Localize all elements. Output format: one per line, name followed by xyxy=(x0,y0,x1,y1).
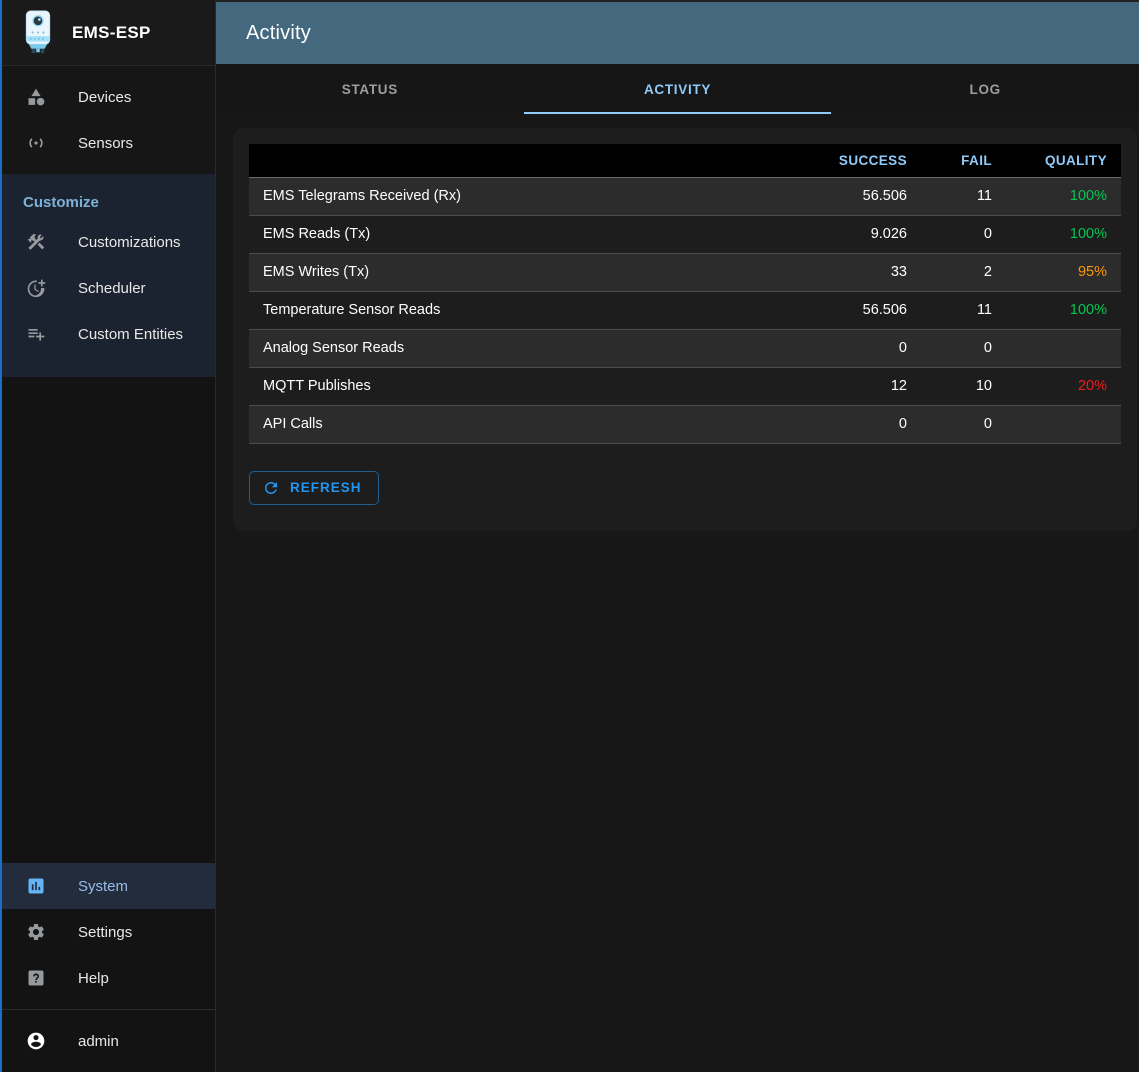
cell-name: Analog Sensor Reads xyxy=(249,329,801,368)
table-header-row: SUCCESS FAIL QUALITY xyxy=(249,144,1121,178)
cell-name: Temperature Sensor Reads xyxy=(249,291,801,330)
cell-fail: 11 xyxy=(921,291,1006,330)
sidebar-item-customizations[interactable]: Customizations xyxy=(0,219,215,265)
sidebar-item-help[interactable]: Help xyxy=(0,955,215,1001)
gear-icon xyxy=(26,922,46,942)
sidebar-item-system[interactable]: System xyxy=(0,863,215,909)
customize-section-label: Customize xyxy=(23,194,99,211)
help-icon xyxy=(26,968,46,988)
cell-quality xyxy=(1006,329,1121,368)
table-row: API Calls 0 0 xyxy=(249,405,1121,444)
sidebar-item-settings[interactable]: Settings xyxy=(0,909,215,955)
table-row: MQTT Publishes 12 10 20% xyxy=(249,367,1121,406)
cell-name: EMS Reads (Tx) xyxy=(249,215,801,254)
cell-success: 0 xyxy=(801,329,921,368)
sidebar-item-scheduler[interactable]: Scheduler xyxy=(0,265,215,311)
cell-fail: 0 xyxy=(921,329,1006,368)
sidebar-item-label: Settings xyxy=(78,923,133,941)
sidebar-item-label: admin xyxy=(78,1032,119,1050)
category-icon xyxy=(26,87,46,107)
sidebar-item-label: Sensors xyxy=(78,134,134,152)
cell-success: 56.506 xyxy=(801,177,921,216)
appbar: Activity xyxy=(216,0,1139,64)
refresh-icon xyxy=(262,479,280,497)
activity-card: SUCCESS FAIL QUALITY EMS Telegrams Recei… xyxy=(233,128,1137,531)
main-area: Activity STATUS ACTIVITY LOG SUCCESS FAIL … xyxy=(216,0,1139,1072)
cell-success: 9.026 xyxy=(801,215,921,254)
cell-fail: 2 xyxy=(921,253,1006,292)
header-quality: QUALITY xyxy=(1006,144,1121,178)
page-title: Activity xyxy=(246,21,311,44)
cell-success: 0 xyxy=(801,405,921,444)
refresh-button[interactable]: REFRESH xyxy=(249,470,379,505)
cell-quality: 100% xyxy=(1006,291,1121,330)
sidebar-bottom-nav: System Settings Help xyxy=(0,863,215,1009)
account-circle-icon xyxy=(26,1031,46,1051)
cell-success: 33 xyxy=(801,253,921,292)
construction-icon xyxy=(26,232,46,252)
sidebar: EMS-ESP Devices Sensors Customize Customi… xyxy=(0,0,216,1072)
sidebar-item-label: Help xyxy=(78,969,109,987)
cell-quality: 100% xyxy=(1006,215,1121,254)
sidebar-item-label: System xyxy=(78,877,129,895)
cell-name: MQTT Publishes xyxy=(249,367,801,406)
more-time-icon xyxy=(26,278,46,298)
header-name xyxy=(249,144,801,178)
sidebar-primary-nav: Devices Sensors xyxy=(0,66,215,174)
app-logo-row: EMS-ESP xyxy=(0,0,215,66)
header-fail: FAIL xyxy=(921,144,1006,178)
cell-fail: 0 xyxy=(921,405,1006,444)
sidebar-item-admin[interactable]: admin xyxy=(0,1018,215,1064)
app-title: EMS-ESP xyxy=(72,22,151,42)
refresh-button-label: REFRESH xyxy=(290,480,362,495)
cell-fail: 10 xyxy=(921,367,1006,406)
cell-fail: 0 xyxy=(921,215,1006,254)
tab-bar: STATUS ACTIVITY LOG xyxy=(216,64,1139,114)
header-success: SUCCESS xyxy=(801,144,921,178)
tab-status[interactable]: STATUS xyxy=(341,81,398,97)
sidebar-user-section: admin xyxy=(0,1009,215,1072)
content-area: SUCCESS FAIL QUALITY EMS Telegrams Recei… xyxy=(216,114,1139,1072)
window-edge-accent xyxy=(0,0,2,1072)
cell-name: EMS Writes (Tx) xyxy=(249,253,801,292)
cell-name: EMS Telegrams Received (Rx) xyxy=(249,177,801,216)
sidebar-customize-section: Customize Customizations Scheduler Custom … xyxy=(0,174,215,377)
cell-fail: 11 xyxy=(921,177,1006,216)
tab-log[interactable]: LOG xyxy=(969,81,1001,97)
sidebar-item-devices[interactable]: Devices xyxy=(0,74,215,120)
cell-success: 12 xyxy=(801,367,921,406)
sidebar-item-label: Devices xyxy=(78,88,132,106)
sidebar-spacer xyxy=(0,377,215,863)
cell-quality: 95% xyxy=(1006,253,1121,292)
cell-name: API Calls xyxy=(249,405,801,444)
boiler-icon xyxy=(20,10,56,55)
sensors-icon xyxy=(26,133,46,153)
cell-success: 56.506 xyxy=(801,291,921,330)
cell-quality: 20% xyxy=(1006,367,1121,406)
sidebar-item-sensors[interactable]: Sensors xyxy=(0,120,215,166)
playlist-add-icon xyxy=(26,324,46,344)
table-row: EMS Reads (Tx) 9.026 0 100% xyxy=(249,215,1121,254)
table-row: Temperature Sensor Reads 56.506 11 100% xyxy=(249,291,1121,330)
cell-quality xyxy=(1006,405,1121,444)
table-row: EMS Telegrams Received (Rx) 56.506 11 100% xyxy=(249,177,1121,216)
sidebar-item-label: Scheduler xyxy=(78,279,146,297)
table-row: Analog Sensor Reads 0 0 xyxy=(249,329,1121,368)
activity-table: SUCCESS FAIL QUALITY EMS Telegrams Recei… xyxy=(249,144,1121,444)
table-row: EMS Writes (Tx) 33 2 95% xyxy=(249,253,1121,292)
analytics-icon xyxy=(26,876,46,896)
sidebar-item-custom-entities[interactable]: Custom Entities xyxy=(0,311,215,357)
sidebar-item-label: Custom Entities xyxy=(78,325,184,343)
tab-activity[interactable]: ACTIVITY xyxy=(523,64,832,114)
sidebar-customize-nav: Customizations Scheduler Custom Entities xyxy=(0,219,215,357)
cell-quality: 100% xyxy=(1006,177,1121,216)
sidebar-item-label: Customizations xyxy=(78,233,181,251)
